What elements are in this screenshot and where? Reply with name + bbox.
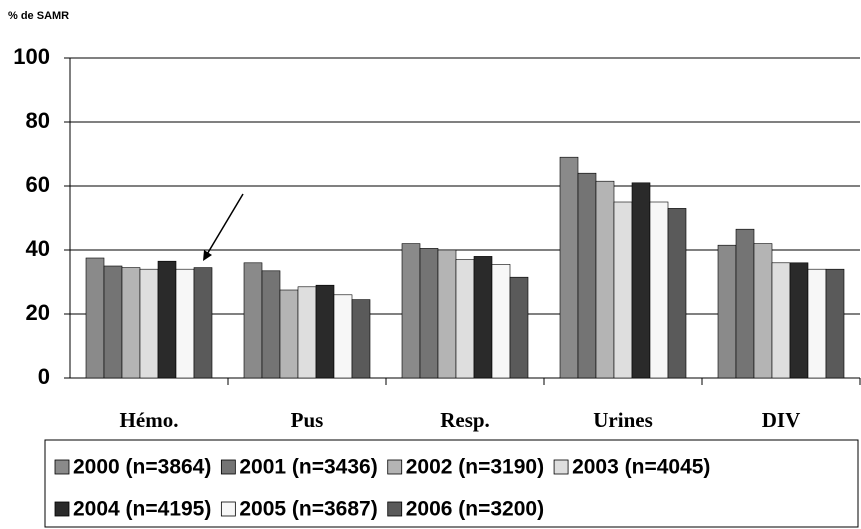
bar [333, 294, 353, 379]
bar [419, 248, 439, 379]
legend-swatch [220, 501, 236, 517]
legend-label: 2003 (n=4045) [572, 456, 710, 479]
x-tick-label: Resp. [440, 408, 490, 432]
arrow-head [203, 250, 212, 261]
bar [139, 268, 159, 379]
bar [753, 243, 773, 379]
legend-label: 2000 (n=3864) [73, 456, 211, 479]
bar [193, 267, 213, 379]
bar [85, 257, 105, 379]
bar [437, 249, 457, 379]
legend-swatch [54, 459, 70, 475]
bar [157, 260, 177, 379]
y-tick-label: 100 [13, 44, 50, 69]
y-tick-label: 0 [38, 364, 50, 389]
bar [807, 268, 827, 379]
bar [717, 244, 737, 379]
y-tick-label: 20 [26, 300, 50, 325]
bar [595, 180, 615, 379]
bar [649, 201, 669, 379]
annotation-arrow [205, 193, 244, 257]
bar [121, 267, 141, 379]
legend-swatch [220, 459, 236, 475]
x-tick-label: DIV [762, 408, 801, 432]
legend-swatch [553, 459, 569, 475]
bar [613, 201, 633, 379]
bar [473, 256, 493, 379]
x-tick-label: Urines [593, 408, 653, 432]
bar [297, 286, 317, 379]
bar [559, 156, 579, 379]
x-tick-label: Hémo. [120, 408, 179, 432]
bar [175, 268, 195, 379]
bar [509, 276, 529, 379]
legend-label: 2002 (n=3190) [406, 456, 544, 479]
bar [667, 208, 687, 379]
bar [577, 172, 597, 379]
bar [401, 243, 421, 379]
bar [491, 264, 511, 379]
legend-swatch [54, 501, 70, 517]
legend-swatch [387, 501, 403, 517]
bar [279, 289, 299, 379]
bar [771, 262, 791, 379]
y-tick-label: 40 [26, 236, 50, 261]
bar [261, 270, 281, 379]
y-tick-label: 60 [26, 172, 50, 197]
legend-label: 2005 (n=3687) [239, 498, 377, 521]
bar [735, 228, 755, 379]
legend-label: 2001 (n=3436) [239, 456, 377, 479]
bar [315, 284, 335, 379]
legend-label: 2006 (n=3200) [406, 498, 544, 521]
legend-label: 2004 (n=4195) [73, 498, 211, 521]
bar [455, 259, 475, 379]
bar [631, 182, 651, 379]
y-tick-label: 80 [26, 108, 50, 133]
y-axis-label: % de SAMR [8, 10, 69, 22]
bar [103, 265, 123, 379]
bar [825, 268, 845, 379]
bar [351, 299, 371, 379]
bar [243, 262, 263, 379]
legend-swatch [387, 459, 403, 475]
bar [789, 262, 809, 379]
legend-box [44, 439, 859, 528]
x-tick-label: Pus [291, 408, 324, 432]
